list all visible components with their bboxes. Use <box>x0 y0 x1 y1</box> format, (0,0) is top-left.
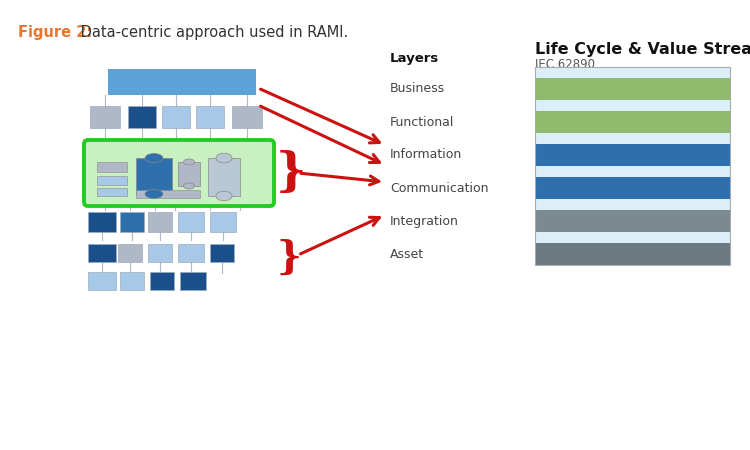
FancyBboxPatch shape <box>180 272 206 290</box>
Ellipse shape <box>145 153 163 162</box>
Ellipse shape <box>216 153 232 163</box>
FancyBboxPatch shape <box>210 244 234 262</box>
FancyBboxPatch shape <box>162 106 190 128</box>
FancyBboxPatch shape <box>150 272 174 290</box>
FancyBboxPatch shape <box>535 210 730 232</box>
FancyBboxPatch shape <box>178 162 200 186</box>
Text: Communication: Communication <box>390 181 488 194</box>
Text: Figure 2:: Figure 2: <box>18 25 92 40</box>
FancyBboxPatch shape <box>535 78 730 100</box>
Ellipse shape <box>145 189 163 198</box>
FancyBboxPatch shape <box>196 106 224 128</box>
FancyBboxPatch shape <box>535 243 730 265</box>
Text: Layers: Layers <box>390 52 439 65</box>
FancyBboxPatch shape <box>535 133 730 144</box>
FancyBboxPatch shape <box>535 111 730 133</box>
FancyBboxPatch shape <box>88 272 116 290</box>
FancyBboxPatch shape <box>178 244 204 262</box>
FancyBboxPatch shape <box>148 244 172 262</box>
Text: Information: Information <box>390 148 462 162</box>
FancyBboxPatch shape <box>120 212 144 232</box>
FancyBboxPatch shape <box>178 212 204 232</box>
Text: }: } <box>276 239 301 277</box>
Ellipse shape <box>216 191 232 201</box>
FancyBboxPatch shape <box>84 140 274 206</box>
FancyBboxPatch shape <box>535 177 730 199</box>
Ellipse shape <box>184 183 194 189</box>
FancyBboxPatch shape <box>535 67 730 78</box>
Text: Functional: Functional <box>390 116 454 129</box>
Text: Business: Business <box>390 82 445 95</box>
FancyBboxPatch shape <box>128 106 156 128</box>
Text: }: } <box>276 150 306 196</box>
FancyBboxPatch shape <box>535 100 730 111</box>
FancyBboxPatch shape <box>535 166 730 177</box>
FancyBboxPatch shape <box>535 144 730 166</box>
Text: Integration: Integration <box>390 215 459 228</box>
Text: Life Cycle & Value Stream: Life Cycle & Value Stream <box>535 42 750 57</box>
FancyBboxPatch shape <box>136 190 200 198</box>
FancyBboxPatch shape <box>535 232 730 243</box>
FancyBboxPatch shape <box>97 162 127 172</box>
Text: Data-centric approach used in RAMI.: Data-centric approach used in RAMI. <box>76 25 348 40</box>
Text: IEC 62890: IEC 62890 <box>535 58 595 71</box>
FancyBboxPatch shape <box>120 272 144 290</box>
FancyBboxPatch shape <box>232 106 262 128</box>
FancyBboxPatch shape <box>88 244 116 262</box>
FancyBboxPatch shape <box>136 158 172 194</box>
FancyBboxPatch shape <box>90 106 120 128</box>
FancyBboxPatch shape <box>97 176 127 185</box>
FancyBboxPatch shape <box>535 199 730 210</box>
Ellipse shape <box>184 159 194 165</box>
FancyBboxPatch shape <box>148 212 172 232</box>
FancyBboxPatch shape <box>97 188 127 196</box>
FancyBboxPatch shape <box>88 212 116 232</box>
FancyBboxPatch shape <box>208 158 240 196</box>
Text: Asset: Asset <box>390 248 424 261</box>
FancyBboxPatch shape <box>108 69 256 95</box>
FancyBboxPatch shape <box>118 244 142 262</box>
FancyBboxPatch shape <box>210 212 236 232</box>
